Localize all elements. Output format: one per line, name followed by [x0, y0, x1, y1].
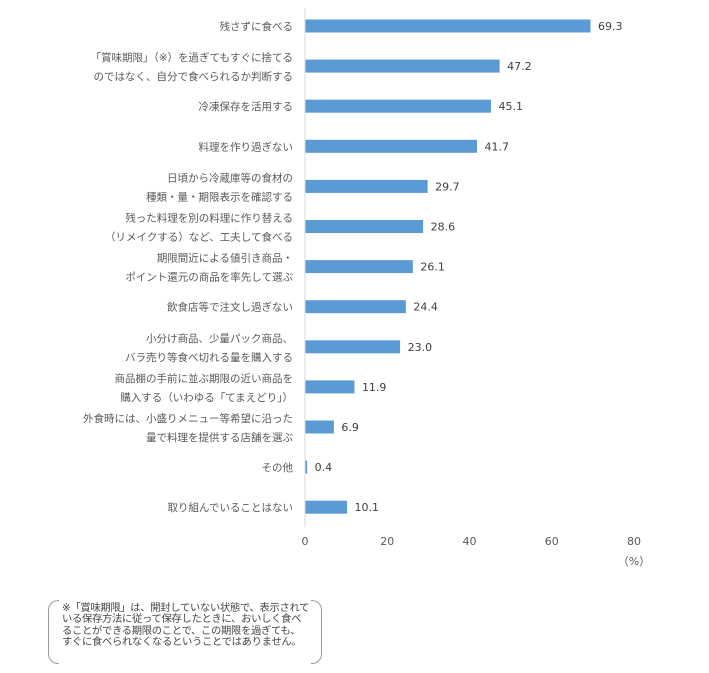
x-tick-label: 20: [380, 535, 394, 548]
category-label: バラ売り等食べ切れる量を購入する: [125, 351, 293, 364]
bar: [305, 420, 334, 434]
data-label: 11.9: [362, 381, 387, 394]
bar: [305, 179, 428, 193]
bar: [305, 220, 424, 233]
bar: [305, 139, 477, 153]
category-label: 小分け商品、少量パック商品、: [146, 332, 293, 345]
category-label: 取り組んでいることはない: [168, 501, 293, 514]
x-tick-label: 0: [302, 535, 309, 548]
x-axis-unit: （%）: [618, 555, 650, 568]
bar: [305, 380, 355, 394]
category-label: 料理を作り過ぎない: [199, 140, 294, 153]
footnote-bracket-left: [48, 600, 59, 664]
x-tick-label: 60: [545, 535, 559, 548]
data-label: 69.3: [598, 20, 623, 33]
category-label: 残さずに食べる: [220, 20, 294, 33]
data-label: 29.7: [435, 180, 460, 193]
x-tick-label: 80: [627, 535, 641, 548]
data-label: 6.9: [341, 421, 359, 434]
category-label: 購入する（いわゆる「てまえどり」）: [120, 391, 293, 404]
data-label: 41.7: [484, 140, 509, 153]
data-label: 45.1: [498, 100, 523, 113]
x-tick-label: 40: [463, 535, 477, 548]
bar: [305, 59, 500, 73]
category-label: 外食時には、小盛りメニュー等希望に沿った: [83, 412, 293, 425]
category-label: のではなく、自分で食べられるか判断する: [94, 70, 294, 83]
data-label: 24.4: [413, 301, 438, 314]
category-label: 日頃から冷蔵庫等の食材の: [167, 171, 293, 184]
category-label: 量で料理を提供する店舗を選ぶ: [146, 431, 293, 444]
category-label: 飲食店等で注文し過ぎない: [167, 301, 293, 314]
category-label: 冷凍保存を活用する: [199, 100, 294, 113]
category-label: 残った料理を別の料理に作り替える: [125, 212, 293, 225]
bar-chart: 69.3 残さずに食べる 47.2 「賞味期限」（※）を過ぎてもすぐに捨てるのではなく…: [83, 8, 650, 568]
footnote-box: ※「賞味期限」は、開封していない状態で、表示されている保存方法に従って保存したと…: [48, 600, 322, 664]
bar: [305, 19, 591, 33]
category-label: その他: [262, 461, 294, 474]
data-label: 47.2: [507, 60, 532, 73]
bar: [305, 99, 491, 113]
data-label: 10.1: [355, 501, 380, 514]
bar: [305, 460, 308, 474]
data-label: 23.0: [408, 341, 433, 354]
footnote-bracket-right: [311, 600, 322, 664]
category-label: 「賞味期限」（※）を過ぎてもすぐに捨てる: [90, 51, 293, 64]
category-label: 商品棚の手前に並ぶ期限の近い商品を: [115, 372, 294, 385]
footnote-text: ※「賞味期限」は、開封していない状態で、表示されている保存方法に従って保存したと…: [62, 602, 310, 649]
bar: [305, 300, 406, 314]
category-label: ポイント還元の商品を率先して選ぶ: [125, 271, 293, 284]
data-label: 0.4: [315, 461, 333, 474]
bar: [305, 500, 348, 514]
data-label: 28.6: [431, 221, 456, 234]
category-label: （リメイクする）など、工夫して食べる: [105, 231, 293, 244]
bar: [305, 260, 413, 274]
data-label: 26.1: [420, 261, 445, 274]
category-label: 期限間近による値引き商品・: [157, 252, 293, 265]
bar: [305, 340, 401, 354]
category-label: 種類・量・期限表示を確認する: [146, 190, 293, 203]
